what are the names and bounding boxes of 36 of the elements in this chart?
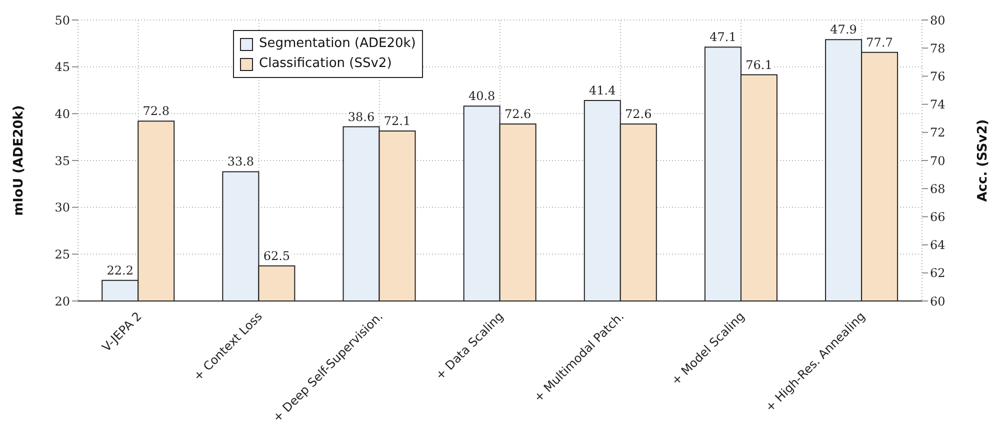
y-tick-label: 25 xyxy=(54,247,70,262)
data-label: 72.6 xyxy=(625,106,652,121)
data-label: 47.1 xyxy=(710,30,736,44)
data-label: 76.1 xyxy=(746,58,772,72)
y-tick-label: 35 xyxy=(54,154,70,168)
y2-tick-label: 76 xyxy=(930,69,946,84)
data-label: 72.6 xyxy=(504,106,532,121)
y-tick-label: 50 xyxy=(54,13,70,28)
data-label: 38.6 xyxy=(348,110,375,124)
data-label: 41.4 xyxy=(589,84,616,98)
y2-tick-label: 62 xyxy=(930,266,946,280)
y-tick-label: 40 xyxy=(54,106,70,121)
y-tick-label: 20 xyxy=(54,294,70,308)
y-tick-label: 45 xyxy=(54,60,70,74)
data-label: 47.9 xyxy=(830,22,857,37)
y2-tick-label: 66 xyxy=(930,210,946,224)
y2-axis-title: Acc. (SSv2) xyxy=(976,119,991,202)
y2-tick-label: 80 xyxy=(930,13,946,28)
data-label: 72.8 xyxy=(142,104,170,118)
y2-tick-label: 70 xyxy=(930,154,946,168)
data-label: 62.5 xyxy=(263,248,290,263)
data-label: 77.7 xyxy=(866,35,893,50)
data-label: 40.8 xyxy=(468,89,496,104)
y2-tick-label: 60 xyxy=(930,294,946,308)
y2-tick-label: 74 xyxy=(930,98,946,112)
y-axis-title: mIoU (ADE20k) xyxy=(12,105,27,216)
y2-tick-label: 78 xyxy=(930,41,946,56)
y2-tick-label: 72 xyxy=(930,126,946,140)
y2-tick-label: 64 xyxy=(930,238,946,252)
data-label: 22.2 xyxy=(106,263,134,278)
y-tick-label: 30 xyxy=(54,200,70,215)
data-label: 72.1 xyxy=(384,114,411,128)
legend-label: Classification (SSv2) xyxy=(259,55,392,73)
y2-tick-label: 68 xyxy=(930,182,946,196)
data-label: 33.8 xyxy=(227,154,254,169)
legend-label: Segmentation (ADE20k) xyxy=(259,35,416,53)
